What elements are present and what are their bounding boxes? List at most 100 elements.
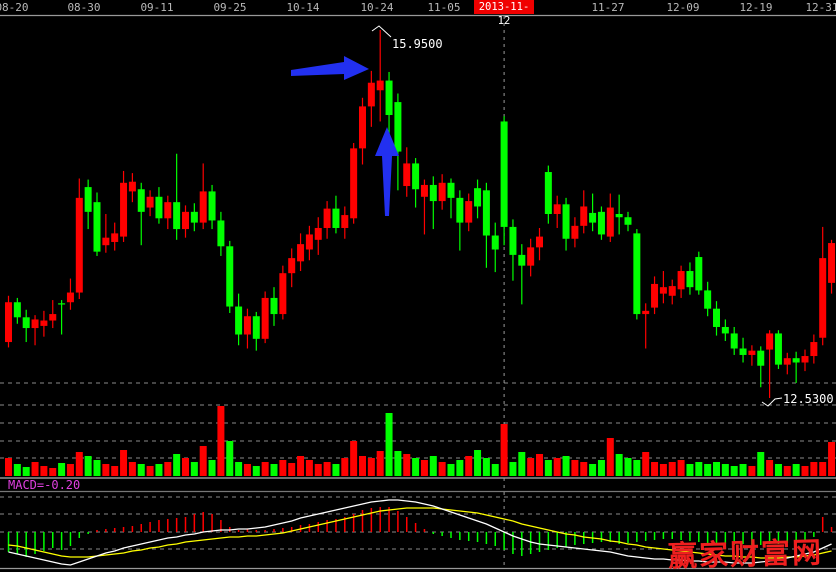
date-tick-label: 12-31	[805, 1, 836, 14]
volume-bar	[137, 464, 145, 476]
candle-body	[721, 326, 729, 334]
volume-bar	[288, 463, 296, 476]
volume-bar	[332, 464, 340, 476]
candle-body	[713, 308, 720, 327]
candle-body	[730, 333, 738, 349]
high-price-label: 15.9500	[392, 37, 443, 51]
candle-body	[624, 217, 632, 225]
candle-body	[226, 246, 234, 307]
candle-body	[438, 182, 446, 202]
candle-body	[695, 257, 703, 291]
candle-body	[164, 202, 172, 219]
volume-bar	[589, 464, 597, 476]
macd-histogram	[7, 507, 833, 557]
candle-body	[31, 319, 39, 329]
volume-bar	[633, 460, 641, 476]
volume-bar	[819, 462, 827, 476]
candle-body	[367, 82, 375, 107]
volume-bar	[314, 464, 322, 476]
watermark: 赢家财富网	[667, 535, 824, 572]
volume-bar	[190, 462, 198, 476]
buy-arrow-up-icon	[375, 127, 399, 216]
volume-bar	[208, 460, 216, 476]
candle-body	[509, 226, 517, 255]
candle-body	[128, 181, 136, 192]
candle-body	[668, 286, 676, 296]
candle-body	[704, 290, 712, 309]
candle-body	[243, 316, 251, 335]
volume-bar	[164, 462, 172, 476]
candle-body	[659, 287, 667, 294]
volume-bar	[420, 460, 428, 476]
volume-bar	[730, 466, 738, 476]
volume-bar	[58, 463, 66, 476]
candle-body	[376, 80, 384, 91]
candle-body	[40, 320, 48, 326]
volume-bar	[615, 454, 623, 476]
volume-bar	[527, 458, 535, 476]
volume-bar	[305, 460, 313, 476]
volume-bar	[597, 460, 605, 476]
volume-bar	[536, 454, 543, 476]
candle-body	[350, 148, 358, 219]
dea-line	[8, 507, 832, 559]
candle-body	[75, 197, 83, 293]
volume-bar	[447, 464, 455, 476]
candle-body	[102, 237, 110, 246]
volume-bar	[128, 462, 136, 476]
volume-bar	[13, 464, 21, 476]
candle-body	[571, 225, 579, 239]
date-tick-label: 12-19	[739, 1, 773, 14]
volume-bar	[226, 441, 234, 476]
volume-bar	[518, 452, 526, 476]
candle-body	[792, 358, 800, 363]
volume-bar	[31, 462, 39, 476]
volume-bar	[84, 456, 92, 476]
candle-body	[474, 188, 482, 207]
volume-bar	[297, 456, 305, 476]
volume-bar	[642, 452, 650, 476]
candle-body	[757, 350, 765, 366]
candle-body	[783, 358, 791, 365]
date-tick-label: 09-25	[213, 1, 247, 14]
candle-body	[553, 204, 561, 214]
volume-bar	[801, 466, 809, 476]
volume-bar	[562, 456, 570, 476]
candle-body	[137, 189, 145, 212]
volume-bar	[323, 462, 331, 476]
candle-body	[385, 80, 393, 116]
date-tick-label: 10-14	[286, 1, 320, 14]
volume-bar	[49, 468, 57, 476]
volume-bar	[491, 464, 499, 476]
candle-body	[252, 316, 260, 339]
volume-bar	[279, 460, 287, 476]
volume-bar	[739, 464, 747, 476]
date-tick-label: 08-20	[0, 1, 29, 14]
volume-bar	[651, 462, 659, 476]
volume-bar	[677, 460, 685, 476]
candle-body	[544, 172, 552, 214]
date-tick-label: 12-09	[666, 1, 700, 14]
candle-body	[22, 317, 30, 329]
volume-bar	[571, 460, 579, 476]
volume-bar	[111, 466, 119, 476]
candle-body	[766, 333, 774, 350]
high-label-connector	[371, 25, 392, 38]
volume-bar	[350, 441, 358, 476]
date-tick-label: 10-24	[360, 1, 394, 14]
candle-body	[288, 258, 296, 274]
candle-body	[748, 350, 756, 355]
candle-body	[199, 191, 207, 223]
volume-bar	[438, 462, 446, 476]
volume-bar	[75, 452, 83, 476]
volume-bar	[792, 464, 800, 476]
volume-bar	[385, 413, 393, 476]
candle-body	[580, 206, 588, 226]
date-tick-label: 11-27	[591, 1, 625, 14]
macd-value-label: MACD=-0.20	[8, 478, 81, 492]
volume-bar	[376, 451, 384, 476]
selected-date-badge: 2013-11-12	[474, 0, 534, 27]
volume-bar	[102, 464, 110, 476]
